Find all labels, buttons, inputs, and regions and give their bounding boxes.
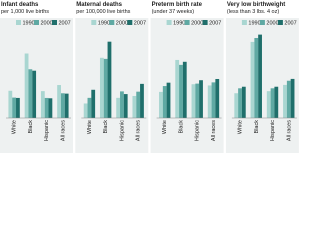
x-tick-label: Black: [103, 120, 109, 134]
panel-subtitle: (under 37 weeks): [152, 9, 195, 15]
x-tick-label: White: [12, 120, 18, 134]
legend-swatch: [34, 20, 39, 25]
bar: [250, 41, 255, 118]
bar: [286, 80, 291, 118]
x-tick-label: All races: [211, 120, 217, 141]
legend-swatch: [127, 20, 133, 25]
x-tick-label: White: [162, 120, 168, 134]
bar: [241, 86, 246, 118]
bar: [60, 93, 65, 118]
bar: [140, 83, 144, 118]
legend-swatch: [166, 20, 172, 25]
legend-swatch: [16, 20, 21, 25]
bar: [211, 82, 216, 118]
legend-label: 1990: [23, 21, 35, 27]
legend-swatch: [109, 20, 115, 25]
x-tick-label: Hispanic: [119, 120, 125, 141]
panel-title: Very low birthweight: [227, 2, 285, 8]
bar: [191, 84, 196, 118]
bar: [87, 97, 92, 118]
bar: [274, 86, 279, 118]
bar: [182, 61, 187, 118]
panel-background: [75, 18, 149, 153]
legend-swatch: [241, 20, 247, 25]
legend-swatch: [277, 20, 283, 25]
bar: [132, 95, 137, 118]
legend-label: 2007: [209, 21, 221, 27]
x-tick-label: All races: [60, 120, 66, 141]
bar: [258, 34, 262, 118]
bar: [179, 64, 183, 118]
legend-swatch: [259, 20, 265, 25]
legend-label: 2007: [134, 21, 146, 27]
legend-swatch: [184, 20, 190, 25]
bar: [123, 94, 128, 118]
bar: [195, 83, 200, 118]
panel-title: Preterm birth rate: [152, 2, 203, 8]
legend-label: 2000: [191, 21, 203, 27]
bar: [107, 41, 112, 118]
x-tick-label: All races: [286, 120, 292, 141]
bar: [270, 88, 275, 118]
page: Infant deaths per 1,000 live births 1990 20…: [0, 2, 299, 153]
bar: [207, 85, 212, 118]
x-tick-label: Hispanic: [195, 120, 201, 141]
bar: [215, 78, 220, 118]
x-tick-label: Black: [28, 120, 34, 134]
legend-label: 2007: [59, 21, 71, 27]
legend-swatch: [52, 20, 57, 25]
legend-label: 2000: [116, 21, 128, 27]
bar: [290, 78, 295, 118]
x-tick-label: Hispanic: [270, 120, 276, 141]
panel-subtitle: (less than 3 lbs. 4 oz): [227, 9, 279, 15]
bar: [238, 88, 242, 118]
bar: [103, 58, 108, 118]
legend-label: 2007: [284, 21, 296, 27]
legend-swatch: [91, 20, 97, 25]
bar: [283, 84, 287, 118]
bar: [234, 93, 239, 118]
panel-title: Infant deaths: [1, 2, 39, 8]
bar: [254, 37, 259, 118]
bar: [83, 103, 88, 118]
legend-label: 1990: [173, 21, 185, 27]
bar: [48, 98, 53, 118]
panel-title: Maternal deaths: [76, 2, 122, 8]
x-tick-label: Black: [254, 120, 260, 134]
bar: [24, 53, 29, 118]
x-tick-label: Black: [178, 120, 184, 134]
bar: [32, 70, 37, 118]
bar: [116, 97, 121, 118]
bar: [136, 91, 141, 118]
bar: [120, 91, 124, 118]
bar: [16, 97, 20, 118]
legend-label: 2000: [266, 21, 278, 27]
legend-swatch: [202, 20, 208, 25]
bar: [64, 93, 69, 118]
panel-subtitle: per 1,000 live births: [1, 9, 49, 15]
legend-label: 2000: [41, 21, 53, 27]
panel-subtitle: per 100,000 live births: [76, 9, 130, 15]
bar: [91, 89, 96, 118]
bar: [175, 59, 180, 118]
bar: [166, 82, 171, 118]
bar: [28, 69, 33, 118]
bar: [266, 91, 271, 118]
x-tick-label: White: [238, 120, 244, 134]
bar: [57, 85, 61, 118]
legend-label: 1990: [248, 21, 260, 27]
bar: [99, 57, 104, 118]
bar: [159, 91, 163, 118]
bar: [12, 97, 17, 118]
bar: [199, 80, 203, 118]
x-tick-label: Hispanic: [44, 120, 50, 141]
bar: [44, 97, 49, 118]
bar: [40, 91, 45, 118]
legend-label: 1990: [98, 21, 110, 27]
bar: [162, 86, 167, 118]
x-tick-label: All races: [136, 120, 142, 141]
bar: [8, 90, 13, 118]
x-tick-label: White: [87, 120, 93, 134]
